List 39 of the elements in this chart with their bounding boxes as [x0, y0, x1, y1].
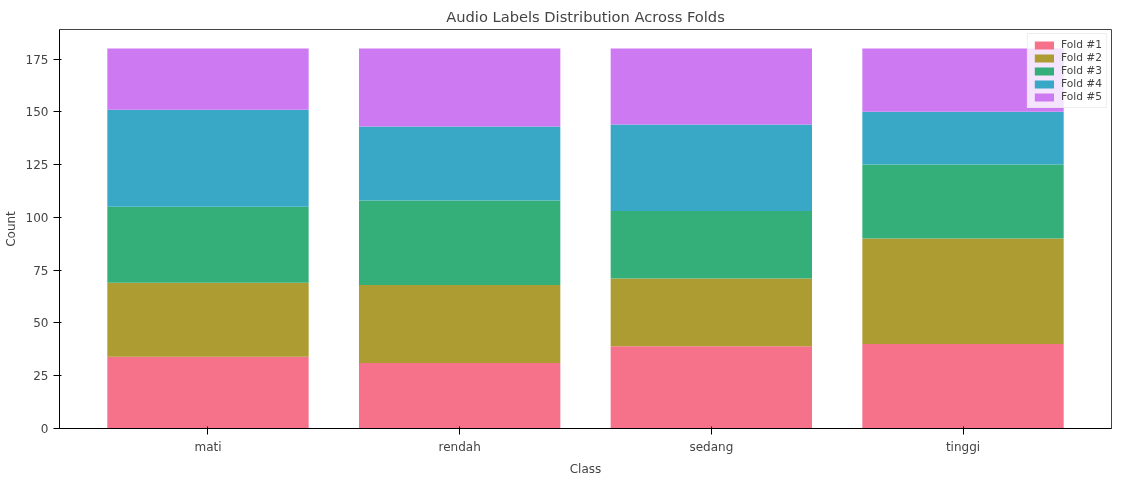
bar — [610, 48, 813, 125]
bar — [107, 206, 309, 283]
legend-label: Fold #2 — [1060, 51, 1102, 64]
chart-title: Audio Labels Distribution Across Folds — [446, 7, 725, 25]
bar — [358, 200, 561, 285]
y-axis-title: Count — [3, 210, 18, 247]
bar — [107, 282, 309, 357]
bar — [862, 164, 1064, 239]
legend-label: Fold #3 — [1060, 64, 1102, 77]
y-tick-label: 50 — [33, 316, 49, 331]
bar — [610, 346, 813, 429]
bar — [358, 48, 561, 127]
bar — [610, 278, 813, 347]
bar — [107, 48, 309, 110]
x-tick-label: rendah — [438, 439, 481, 454]
x-tick-label: sedang — [689, 439, 734, 454]
bar — [358, 284, 561, 364]
bar — [610, 124, 813, 212]
x-tick-label: mati — [194, 439, 222, 454]
bar — [862, 344, 1064, 429]
x-tick-label: tinggi — [945, 439, 981, 454]
y-tick-label: 125 — [25, 158, 49, 173]
bar — [358, 363, 561, 429]
x-axis-title: Class — [569, 461, 602, 476]
y-tick-label: 175 — [25, 52, 49, 67]
bar — [107, 356, 309, 429]
y-tick-label: 0 — [40, 422, 49, 436]
y-tick-label: 150 — [25, 105, 49, 120]
legend-label: Fold #1 — [1060, 38, 1102, 51]
bar — [358, 126, 561, 201]
legend-label: Fold #4 — [1060, 77, 1102, 90]
bar — [862, 238, 1064, 345]
bar — [862, 111, 1064, 165]
legend-label: Fold #5 — [1060, 90, 1102, 103]
y-tick-label: 100 — [25, 210, 49, 225]
y-tick-label: 25 — [33, 369, 49, 384]
bar — [610, 211, 813, 279]
y-tick-label: 75 — [33, 263, 49, 278]
bar — [107, 109, 309, 207]
